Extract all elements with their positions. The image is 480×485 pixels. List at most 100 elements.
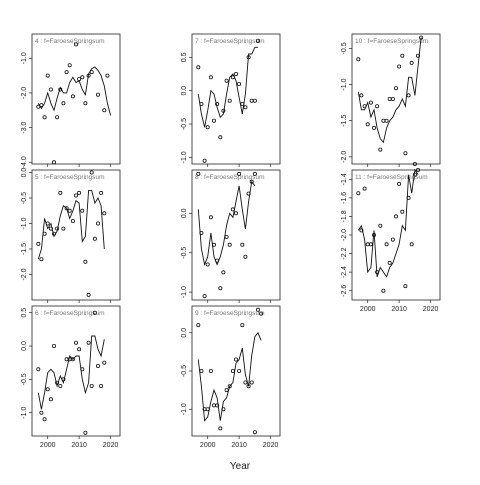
fitted-line bbox=[357, 37, 422, 144]
data-point bbox=[243, 380, 248, 385]
x-tick-label: 2010 bbox=[71, 442, 87, 449]
y-tick-label: -0.5 bbox=[341, 42, 348, 54]
data-point bbox=[230, 368, 235, 373]
data-point bbox=[67, 63, 72, 68]
data-point bbox=[74, 42, 79, 47]
data-point bbox=[400, 53, 405, 58]
data-point bbox=[227, 98, 232, 103]
y-tick-label: -1.0 bbox=[181, 151, 188, 163]
data-point bbox=[221, 270, 226, 275]
data-point bbox=[52, 160, 57, 165]
data-point bbox=[221, 407, 226, 412]
data-point bbox=[77, 77, 82, 82]
y-tick-label: 0.0 bbox=[181, 328, 188, 338]
data-point bbox=[362, 186, 367, 191]
data-point bbox=[39, 103, 44, 108]
data-point bbox=[55, 380, 60, 385]
data-point bbox=[77, 347, 82, 352]
y-tick-label: -0.5 bbox=[21, 373, 28, 385]
data-point bbox=[61, 377, 66, 382]
y-tick-label: -2.0 bbox=[21, 87, 28, 99]
data-point bbox=[55, 226, 60, 231]
panel-frame bbox=[31, 33, 121, 165]
panel-frame bbox=[351, 169, 441, 301]
y-tick-label: -1.0 bbox=[341, 78, 348, 90]
y-tick-label: 0.0 bbox=[181, 86, 188, 96]
data-point bbox=[249, 179, 254, 184]
y-tick-label: -1.5 bbox=[341, 115, 348, 127]
panel-strip-title: 8 : f=FaroeseSpringsum bbox=[195, 174, 265, 181]
data-point bbox=[205, 407, 210, 412]
data-point bbox=[240, 323, 245, 328]
data-point bbox=[58, 87, 63, 92]
data-point bbox=[400, 209, 405, 214]
panel-5: 8 : f=FaroeseSpringsum -1.0 -0.5 0.0 bbox=[181, 169, 281, 303]
data-point bbox=[246, 191, 251, 196]
y-tick-label: -3.0 bbox=[21, 121, 28, 133]
panel-2: 5 : f=FaroeseSpringsum -2.0 -1.5 -1.0 -0.5 0.… bbox=[21, 168, 121, 303]
data-point bbox=[381, 288, 386, 293]
panel-strip-title: 6 : f=FaroeseSpringsum bbox=[35, 310, 105, 317]
data-point bbox=[365, 122, 370, 127]
panel-8: 11 : f=FaroeseSpringsum -2.6 -2.4 -2.2 -2.0 -… bbox=[341, 167, 441, 313]
data-point bbox=[99, 190, 104, 195]
data-point bbox=[74, 340, 79, 345]
data-point bbox=[58, 190, 63, 195]
panel-frame bbox=[351, 33, 441, 165]
panel-frame bbox=[31, 169, 121, 301]
data-point bbox=[237, 368, 242, 373]
data-point bbox=[419, 35, 424, 40]
data-point bbox=[77, 190, 82, 195]
data-point bbox=[205, 125, 210, 130]
data-point bbox=[196, 323, 201, 328]
data-point bbox=[96, 92, 101, 97]
data-point bbox=[240, 242, 245, 247]
y-tick-label: -1.8 bbox=[341, 210, 348, 222]
data-point bbox=[211, 242, 216, 247]
data-point bbox=[42, 231, 47, 236]
data-point bbox=[80, 75, 85, 80]
data-point bbox=[89, 383, 94, 388]
data-point bbox=[393, 86, 398, 91]
data-point bbox=[105, 73, 110, 78]
data-point bbox=[403, 284, 408, 289]
data-point bbox=[42, 417, 47, 422]
data-point bbox=[64, 70, 69, 75]
data-point bbox=[397, 181, 402, 186]
data-point bbox=[252, 171, 257, 176]
data-point bbox=[252, 98, 257, 103]
data-point bbox=[70, 218, 75, 223]
data-point bbox=[403, 151, 408, 156]
fitted-line bbox=[197, 180, 256, 267]
data-point bbox=[371, 232, 376, 237]
data-point bbox=[215, 102, 220, 107]
data-point bbox=[42, 115, 47, 120]
data-point bbox=[211, 118, 216, 123]
data-point bbox=[233, 72, 238, 77]
data-point bbox=[224, 388, 229, 393]
data-point bbox=[196, 65, 201, 70]
fitted-line bbox=[357, 168, 419, 278]
panel-frame bbox=[191, 33, 281, 165]
data-point bbox=[55, 115, 60, 120]
data-point bbox=[387, 260, 392, 265]
y-tick-label: -1.4 bbox=[341, 173, 348, 185]
y-tick-label: -1.0 bbox=[21, 407, 28, 419]
panel-1: 4 : f=FaroeseSpringsum -4.0 -3.0 -2.0 -1.0 bbox=[21, 33, 121, 168]
panel-strip-title: 7 : f=FaroeseSpringsum bbox=[195, 38, 265, 45]
x-tick-label: 2000 bbox=[360, 306, 376, 313]
fitted-line bbox=[37, 189, 105, 260]
data-point bbox=[83, 259, 88, 264]
data-point bbox=[218, 286, 223, 291]
data-point bbox=[406, 93, 411, 98]
y-tick-label: -2.0 bbox=[341, 151, 348, 163]
data-point bbox=[58, 383, 63, 388]
data-point bbox=[375, 104, 380, 109]
y-tick-label: -0.5 bbox=[21, 192, 28, 204]
data-point bbox=[102, 360, 107, 365]
data-point bbox=[208, 215, 213, 220]
panel-frame bbox=[191, 305, 281, 437]
x-tick-label: 2020 bbox=[423, 306, 439, 313]
y-tick-label: -0.5 bbox=[181, 247, 188, 259]
